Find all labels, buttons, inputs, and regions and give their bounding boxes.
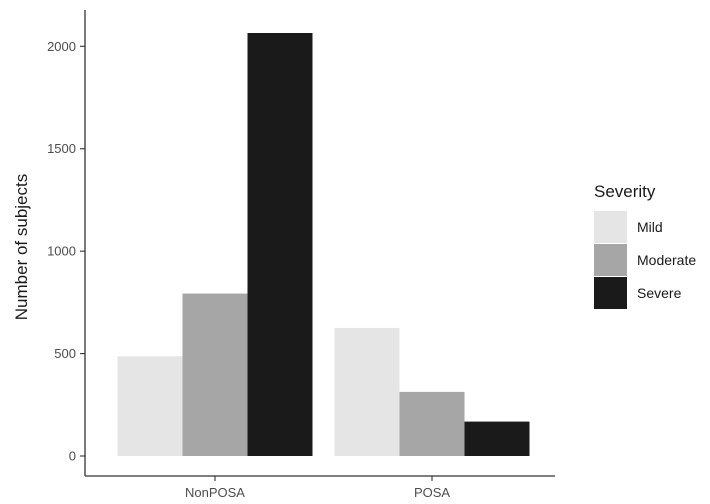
y-tick-label: 1000 — [47, 244, 76, 259]
legend-label-severe: Severe — [637, 285, 682, 301]
legend-key-mild — [594, 211, 627, 243]
y-axis: 0 500 1000 1500 2000 — [47, 10, 86, 476]
x-tick-label: POSA — [414, 485, 450, 500]
legend-key-moderate — [594, 244, 627, 276]
bar-posa-severe — [464, 421, 530, 456]
x-axis: NonPOSA POSA — [85, 475, 555, 500]
y-tick-label: 2000 — [47, 39, 76, 54]
legend-key-severe — [594, 277, 627, 309]
y-axis-title: Number of subjects — [12, 174, 31, 320]
y-tick-label: 500 — [54, 346, 76, 361]
y-tick-label: 0 — [69, 449, 76, 464]
bar-nonposa-moderate — [182, 293, 248, 456]
x-tick-label: NonPOSA — [185, 485, 245, 500]
legend-label-mild: Mild — [637, 219, 663, 235]
legend: Severity Mild Moderate Severe — [594, 182, 696, 309]
bars-group — [117, 33, 530, 456]
bar-nonposa-severe — [247, 33, 313, 456]
bar-posa-moderate — [399, 391, 465, 456]
legend-title: Severity — [594, 182, 656, 201]
y-tick-label: 1500 — [47, 141, 76, 156]
bar-nonposa-mild — [117, 356, 183, 456]
bar-posa-mild — [334, 327, 400, 456]
legend-label-moderate: Moderate — [637, 252, 696, 268]
